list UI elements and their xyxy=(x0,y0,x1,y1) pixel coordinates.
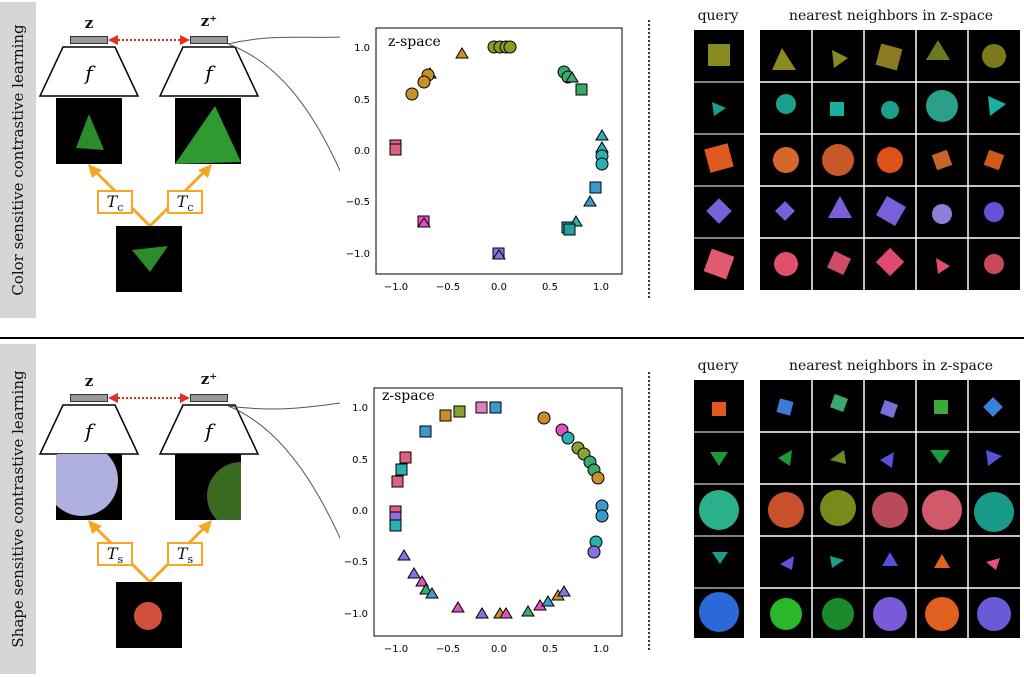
panel-divider xyxy=(0,337,1024,339)
ytick: −1.0 xyxy=(344,609,368,620)
bottom-nn-header: nearest neighbors in z-space xyxy=(788,358,994,374)
top-encoder-right: f xyxy=(159,46,259,97)
top-dotted-divider xyxy=(648,20,650,298)
bottom-query-header: query xyxy=(697,358,739,374)
top-nn-header: nearest neighbors in z-space xyxy=(788,8,994,24)
bottom-encoder-right: f xyxy=(159,404,259,455)
bottom-z-bar xyxy=(70,394,108,402)
bottom-nn-grid xyxy=(760,380,1020,638)
ytick: 0.0 xyxy=(354,146,370,157)
bottom-query-column xyxy=(694,380,744,638)
top-query-column xyxy=(694,30,744,290)
bottom-plot-label: z-space xyxy=(382,388,435,404)
top-sidebar-label: Color sensitive contrastive learning xyxy=(9,24,27,296)
xtick: 0.0 xyxy=(491,644,507,655)
bottom-transform-left: Ts xyxy=(97,542,133,566)
top-transform-left: Tc xyxy=(97,190,133,214)
top-scatter-points xyxy=(389,40,609,260)
xtick: −1.0 xyxy=(384,644,408,655)
bottom-scatter-points xyxy=(389,401,609,619)
ytick: 0.0 xyxy=(352,506,368,517)
xtick: −0.5 xyxy=(436,282,460,293)
top-zspace-plot: z-space 1.0 0.5 0.0 −0.5 −1.0 −1.0 −0.5 … xyxy=(340,20,630,300)
ytick: −1.0 xyxy=(346,249,370,260)
top-nn-grid xyxy=(760,30,1020,290)
top-z-label: z xyxy=(84,14,94,32)
bottom-source-image xyxy=(116,582,182,648)
ytick: 0.5 xyxy=(354,95,370,106)
ytick: −0.5 xyxy=(344,557,368,568)
bottom-zspace-plot: z-space 1.0 0.5 0.0 −0.5 −1.0 −1.0 −0.5 … xyxy=(340,380,630,670)
ytick: −0.5 xyxy=(346,197,370,208)
top-zplus-bar xyxy=(190,36,228,44)
xtick: −0.5 xyxy=(436,644,460,655)
bottom-sidebar-label: Shape sensitive contrastive learning xyxy=(9,370,27,648)
top-aug-image-left xyxy=(56,98,122,164)
bottom-encoder-left: f xyxy=(39,404,139,455)
xtick: 0.0 xyxy=(491,282,507,293)
top-transform-right: Tc xyxy=(167,190,203,214)
xtick: 1.0 xyxy=(593,644,609,655)
ytick: 1.0 xyxy=(352,403,368,414)
bottom-sidebar: Shape sensitive contrastive learning xyxy=(0,344,36,674)
ytick: 0.5 xyxy=(352,455,368,466)
top-source-image xyxy=(116,226,182,292)
bottom-aug-image-left xyxy=(46,444,122,520)
bottom-transform-right: Ts xyxy=(167,542,203,566)
bottom-red-arrow xyxy=(108,393,190,403)
xtick: 0.5 xyxy=(542,282,558,293)
bottom-dotted-divider xyxy=(648,372,650,650)
top-plot-label: z-space xyxy=(388,34,441,50)
top-sidebar: Color sensitive contrastive learning xyxy=(0,2,36,318)
bottom-zplus-bar xyxy=(190,394,228,402)
bottom-zplus-label: z⁺ xyxy=(200,370,218,388)
xtick: 1.0 xyxy=(593,282,609,293)
xtick: −1.0 xyxy=(384,282,408,293)
top-encoder-left: f xyxy=(39,46,139,97)
top-z-bar xyxy=(70,36,108,44)
top-red-arrow xyxy=(108,35,190,45)
top-zplus-label: z⁺ xyxy=(200,12,218,30)
xtick: 0.5 xyxy=(542,644,558,655)
top-aug-image-right xyxy=(175,98,241,164)
bottom-z-label: z xyxy=(84,372,94,390)
top-query-header: query xyxy=(697,8,739,24)
ytick: 1.0 xyxy=(354,43,370,54)
